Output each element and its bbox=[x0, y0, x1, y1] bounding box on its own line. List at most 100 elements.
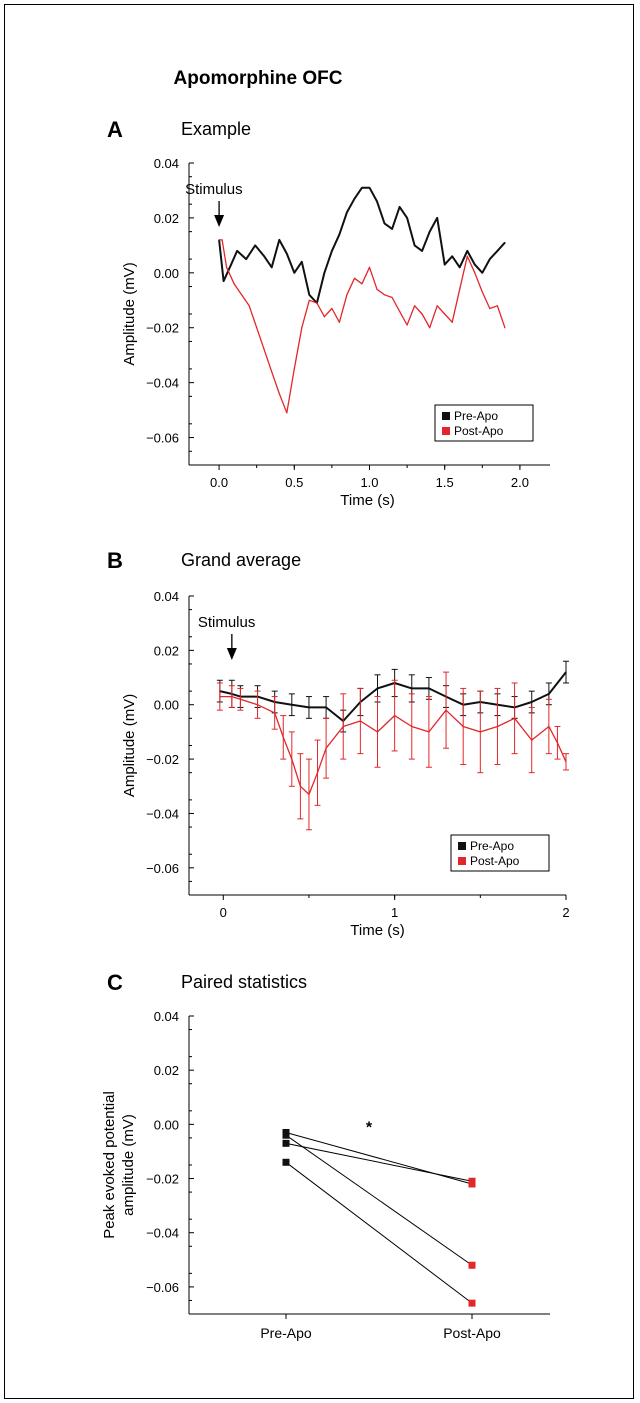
y-tick-label: −0.04 bbox=[146, 1226, 179, 1241]
data-point bbox=[282, 736, 284, 738]
series-post-apo bbox=[218, 239, 506, 414]
data-point bbox=[504, 242, 506, 244]
pre-apo-point bbox=[282, 1139, 290, 1147]
pair bbox=[282, 1131, 476, 1269]
data-point bbox=[531, 701, 533, 703]
y-tick-label: 0.04 bbox=[154, 156, 179, 171]
legend-box bbox=[450, 834, 550, 872]
data-point bbox=[466, 255, 468, 257]
data-point bbox=[263, 349, 265, 351]
y-tick-label: −0.04 bbox=[146, 376, 179, 391]
data-point bbox=[398, 206, 401, 208]
panel-c-label: C bbox=[107, 970, 123, 995]
data-point bbox=[293, 368, 295, 370]
y-tick-label: 0.02 bbox=[154, 643, 179, 658]
data-point bbox=[383, 222, 386, 224]
stimulus-arrow-head bbox=[226, 648, 237, 660]
data-point bbox=[398, 310, 401, 312]
data-point bbox=[231, 695, 233, 698]
category-label: Pre-Apo bbox=[260, 1325, 312, 1341]
data-point bbox=[263, 255, 265, 257]
legend-swatch bbox=[458, 857, 466, 865]
data-point bbox=[548, 693, 550, 695]
data-point bbox=[376, 731, 379, 733]
data-point bbox=[316, 772, 319, 774]
data-point bbox=[346, 294, 348, 296]
data-point bbox=[496, 725, 499, 728]
data-point bbox=[222, 280, 225, 282]
panel-c-title: Paired statistics bbox=[181, 972, 307, 992]
data-point bbox=[353, 198, 356, 200]
legend-label: Pre-Apo bbox=[454, 409, 498, 423]
pair-line bbox=[285, 1132, 473, 1185]
data-point bbox=[436, 305, 438, 307]
data-point bbox=[411, 687, 413, 690]
data-point bbox=[361, 187, 363, 189]
data-point bbox=[368, 266, 371, 268]
data-point bbox=[271, 266, 273, 268]
x-tick-label: 0.5 bbox=[285, 475, 303, 490]
y-tick-label: −0.06 bbox=[146, 1280, 179, 1295]
data-point bbox=[293, 272, 295, 274]
y-tick-label: 0.00 bbox=[154, 266, 179, 281]
data-point bbox=[414, 305, 416, 307]
series-pre-apo bbox=[218, 186, 506, 304]
y-tick-label: −0.02 bbox=[146, 1172, 179, 1187]
panel-c-plot: 0.04 0.02 0.00 −0.02 −0.04 −0.06 Pre-Apo Post-A… bbox=[101, 1009, 550, 1341]
data-point bbox=[394, 715, 396, 717]
y-tick-label: 0.02 bbox=[154, 211, 179, 226]
data-point bbox=[308, 299, 310, 301]
data-point bbox=[565, 761, 567, 763]
pair-line bbox=[285, 1142, 473, 1182]
y-tick-label: 0.00 bbox=[154, 698, 179, 713]
data-point bbox=[256, 327, 258, 329]
data-point bbox=[411, 725, 413, 728]
data-point bbox=[218, 239, 220, 241]
y-tick-label: 0.00 bbox=[154, 1117, 179, 1132]
post-apo-point bbox=[468, 1261, 476, 1269]
data-point bbox=[221, 239, 223, 241]
data-point bbox=[548, 725, 550, 728]
post-apo-point bbox=[468, 1177, 476, 1185]
significance-marker: * bbox=[366, 1119, 373, 1136]
legend-box bbox=[434, 404, 534, 442]
data-point bbox=[459, 288, 461, 290]
data-point bbox=[513, 717, 516, 719]
x-tick-label: 1 bbox=[391, 905, 398, 920]
data-point bbox=[308, 793, 310, 796]
panel-b: B Grand average 0.04 0.02 0.00 −0.02 −0.04 −0… bbox=[107, 548, 570, 939]
y-tick-label: 0.02 bbox=[154, 1063, 179, 1078]
panel-a: A Example 0.040.020.00−0.02−0.04−0.060.0… bbox=[107, 117, 550, 509]
data-point bbox=[239, 698, 242, 700]
legend-swatch bbox=[458, 842, 466, 850]
pair-line bbox=[285, 1134, 473, 1266]
data-point bbox=[230, 263, 232, 266]
data-point bbox=[429, 231, 431, 233]
data-point bbox=[308, 706, 310, 709]
data-point bbox=[219, 695, 221, 698]
x-axis-label: Time (s) bbox=[340, 492, 394, 509]
data-point bbox=[338, 233, 341, 235]
y-axis-label-line: amplitude (mV) bbox=[120, 1114, 137, 1216]
data-point bbox=[286, 412, 288, 414]
data-point bbox=[359, 720, 361, 722]
panel-a-title: Example bbox=[181, 119, 251, 139]
data-point bbox=[241, 294, 243, 296]
data-point bbox=[278, 239, 280, 241]
pre-apo-point bbox=[282, 1131, 290, 1139]
data-point bbox=[414, 244, 416, 246]
data-point bbox=[299, 785, 301, 787]
data-point bbox=[274, 712, 276, 714]
data-point bbox=[245, 258, 247, 260]
data-point bbox=[496, 250, 498, 252]
data-point bbox=[323, 272, 325, 274]
legend-label: Pre-Apo bbox=[470, 839, 514, 853]
pair bbox=[282, 1158, 476, 1307]
x-tick-label: 1.0 bbox=[360, 475, 378, 490]
y-axis-label-line: Peak evoked potential bbox=[101, 1091, 118, 1239]
data-point bbox=[368, 187, 371, 189]
data-point bbox=[444, 263, 446, 266]
